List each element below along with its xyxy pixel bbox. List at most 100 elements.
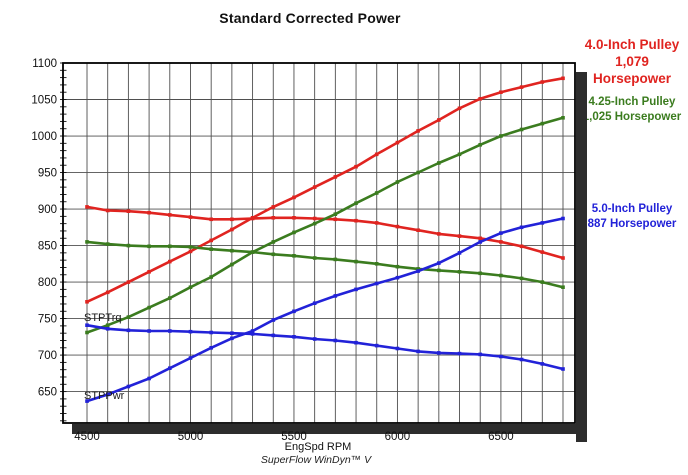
data-point-4.25-inch-pulley-torque-STPTrq bbox=[354, 259, 358, 264]
data-point-4.25-inch-pulley-torque-STPTrq bbox=[457, 270, 462, 274]
data-point-5.0-inch-pulley-torque-STPTrq bbox=[188, 329, 193, 334]
data-point-5.0-inch-pulley-torque-STPTrq bbox=[354, 340, 358, 345]
annotation-line: 887 Horsepower bbox=[587, 218, 677, 230]
y-tick-label: 750 bbox=[38, 314, 57, 326]
series-5.0-inch-pulley-torque-STPTrq bbox=[85, 323, 565, 371]
data-point-4.0-inch-pulley-power-STPPwr bbox=[168, 259, 172, 264]
data-point-4.0-inch-pulley-power-STPPwr bbox=[395, 140, 400, 145]
data-point-4.0-inch-pulley-power-STPPwr bbox=[457, 106, 462, 111]
data-point-4.25-inch-pulley-torque-STPTrq bbox=[416, 267, 420, 271]
data-point-4.25-inch-pulley-power-STPPwr bbox=[437, 161, 441, 165]
data-point-5.0-inch-pulley-power-STPPwr bbox=[354, 287, 358, 292]
data-point-4.0-inch-pulley-power-STPPwr bbox=[374, 152, 379, 157]
y-tick-label: 1050 bbox=[31, 95, 57, 107]
data-point-4.0-inch-pulley-torque-STPTrq bbox=[437, 232, 441, 236]
data-point-4.25-inch-pulley-torque-STPTrq bbox=[230, 248, 234, 253]
annotation-line: 5.0-Inch Pulley bbox=[591, 203, 673, 215]
data-point-4.0-inch-pulley-power-STPPwr bbox=[188, 249, 193, 254]
data-point-4.0-inch-pulley-power-STPPwr bbox=[519, 85, 524, 89]
data-point-4.25-inch-pulley-torque-STPTrq bbox=[312, 256, 317, 260]
data-point-5.0-inch-pulley-power-STPPwr bbox=[478, 240, 482, 244]
data-point-5.0-inch-pulley-power-STPPwr bbox=[147, 376, 151, 381]
data-point-4.25-inch-pulley-power-STPPwr bbox=[271, 240, 276, 244]
data-point-5.0-inch-pulley-torque-STPTrq bbox=[478, 352, 482, 357]
data-point-4.0-inch-pulley-power-STPPwr bbox=[230, 227, 234, 232]
data-point-5.0-inch-pulley-torque-STPTrq bbox=[105, 327, 110, 331]
data-point-4.0-inch-pulley-torque-STPTrq bbox=[250, 216, 255, 221]
data-point-5.0-inch-pulley-torque-STPTrq bbox=[292, 335, 296, 339]
data-point-5.0-inch-pulley-power-STPPwr bbox=[271, 318, 276, 322]
data-point-4.25-inch-pulley-power-STPPwr bbox=[374, 191, 379, 195]
y-tick-label: 1100 bbox=[32, 58, 57, 70]
data-point-4.0-inch-pulley-power-STPPwr bbox=[85, 300, 89, 304]
data-point-4.0-inch-pulley-power-STPPwr bbox=[478, 97, 482, 101]
data-point-5.0-inch-pulley-power-STPPwr bbox=[437, 261, 441, 265]
data-point-4.25-inch-pulley-power-STPPwr bbox=[209, 275, 213, 279]
data-point-4.25-inch-pulley-power-STPPwr bbox=[230, 262, 234, 267]
data-point-5.0-inch-pulley-power-STPPwr bbox=[540, 221, 545, 225]
data-point-5.0-inch-pulley-power-STPPwr bbox=[519, 225, 524, 230]
data-point-4.0-inch-pulley-torque-STPTrq bbox=[126, 209, 131, 213]
data-point-5.0-inch-pulley-power-STPPwr bbox=[188, 356, 193, 360]
y-tick-label: 900 bbox=[38, 204, 57, 216]
data-point-4.25-inch-pulley-torque-STPTrq bbox=[168, 244, 172, 249]
data-point-4.25-inch-pulley-power-STPPwr bbox=[85, 330, 89, 335]
data-point-4.0-inch-pulley-power-STPPwr bbox=[416, 129, 420, 133]
data-point-4.25-inch-pulley-torque-STPTrq bbox=[250, 250, 255, 254]
data-point-4.25-inch-pulley-power-STPPwr bbox=[147, 305, 151, 310]
data-point-4.0-inch-pulley-torque-STPTrq bbox=[478, 236, 482, 241]
data-point-5.0-inch-pulley-power-STPPwr bbox=[457, 251, 462, 255]
annotation-4.0-pulley: 4.0-Inch Pulley 1,079 Horsepower bbox=[578, 36, 686, 87]
data-point-5.0-inch-pulley-torque-STPTrq bbox=[209, 330, 213, 335]
data-point-4.0-inch-pulley-torque-STPTrq bbox=[188, 215, 193, 219]
plot-shadow-bottom bbox=[72, 424, 587, 434]
x-tick-label: 6500 bbox=[488, 431, 514, 443]
data-point-5.0-inch-pulley-torque-STPTrq bbox=[540, 362, 545, 366]
data-point-4.25-inch-pulley-torque-STPTrq bbox=[126, 243, 131, 248]
data-point-4.25-inch-pulley-power-STPPwr bbox=[416, 170, 420, 175]
x-tick-label: 5500 bbox=[281, 431, 307, 443]
data-point-5.0-inch-pulley-torque-STPTrq bbox=[457, 351, 462, 356]
data-point-4.0-inch-pulley-power-STPPwr bbox=[437, 118, 441, 122]
data-point-5.0-inch-pulley-torque-STPTrq bbox=[85, 323, 89, 327]
data-point-4.0-inch-pulley-power-STPPwr bbox=[147, 270, 151, 274]
series-4.25-inch-pulley-torque-STPTrq bbox=[85, 240, 565, 289]
data-point-5.0-inch-pulley-torque-STPTrq bbox=[147, 329, 151, 333]
annotation-line: 1,025 Horsepower bbox=[582, 111, 682, 123]
data-point-4.25-inch-pulley-power-STPPwr bbox=[478, 143, 482, 147]
data-point-4.25-inch-pulley-power-STPPwr bbox=[499, 134, 503, 138]
data-point-5.0-inch-pulley-power-STPPwr bbox=[168, 366, 172, 370]
data-point-5.0-inch-pulley-power-STPPwr bbox=[126, 384, 131, 389]
data-point-5.0-inch-pulley-power-STPPwr bbox=[333, 294, 338, 298]
data-point-5.0-inch-pulley-torque-STPTrq bbox=[271, 333, 276, 338]
data-point-4.25-inch-pulley-power-STPPwr bbox=[126, 315, 131, 319]
data-point-4.25-inch-pulley-torque-STPTrq bbox=[561, 285, 565, 289]
annotation-line: 4.0-Inch Pulley bbox=[584, 37, 680, 52]
x-tick-label: 4500 bbox=[74, 431, 100, 443]
data-point-4.0-inch-pulley-torque-STPTrq bbox=[540, 250, 545, 254]
data-point-5.0-inch-pulley-power-STPPwr bbox=[250, 329, 255, 333]
y-tick-label: 950 bbox=[38, 168, 57, 180]
data-point-4.0-inch-pulley-torque-STPTrq bbox=[374, 221, 379, 225]
data-point-4.25-inch-pulley-power-STPPwr bbox=[105, 323, 110, 327]
data-point-4.25-inch-pulley-torque-STPTrq bbox=[147, 244, 151, 249]
data-point-5.0-inch-pulley-torque-STPTrq bbox=[499, 354, 503, 359]
annotation-line: Horsepower bbox=[592, 71, 672, 86]
data-point-5.0-inch-pulley-torque-STPTrq bbox=[230, 331, 234, 335]
y-tick-label: 650 bbox=[38, 387, 57, 399]
data-point-4.25-inch-pulley-torque-STPTrq bbox=[478, 271, 482, 276]
data-point-4.25-inch-pulley-power-STPPwr bbox=[519, 127, 524, 132]
data-point-4.25-inch-pulley-torque-STPTrq bbox=[105, 242, 110, 246]
data-point-4.0-inch-pulley-torque-STPTrq bbox=[168, 213, 172, 217]
series-4.0-inch-pulley-power-STPPwr bbox=[85, 77, 565, 304]
data-point-5.0-inch-pulley-power-STPPwr bbox=[85, 399, 89, 403]
software-credit: SuperFlow WinDyn™ V bbox=[260, 454, 372, 466]
data-point-4.25-inch-pulley-power-STPPwr bbox=[561, 116, 565, 120]
data-point-5.0-inch-pulley-torque-STPTrq bbox=[416, 349, 420, 354]
data-point-4.0-inch-pulley-torque-STPTrq bbox=[519, 244, 524, 249]
data-point-4.0-inch-pulley-torque-STPTrq bbox=[416, 228, 420, 232]
data-point-5.0-inch-pulley-torque-STPTrq bbox=[395, 346, 400, 351]
data-point-4.25-inch-pulley-power-STPPwr bbox=[457, 152, 462, 157]
data-point-4.0-inch-pulley-torque-STPTrq bbox=[561, 256, 565, 260]
data-point-4.25-inch-pulley-torque-STPTrq bbox=[209, 247, 213, 251]
